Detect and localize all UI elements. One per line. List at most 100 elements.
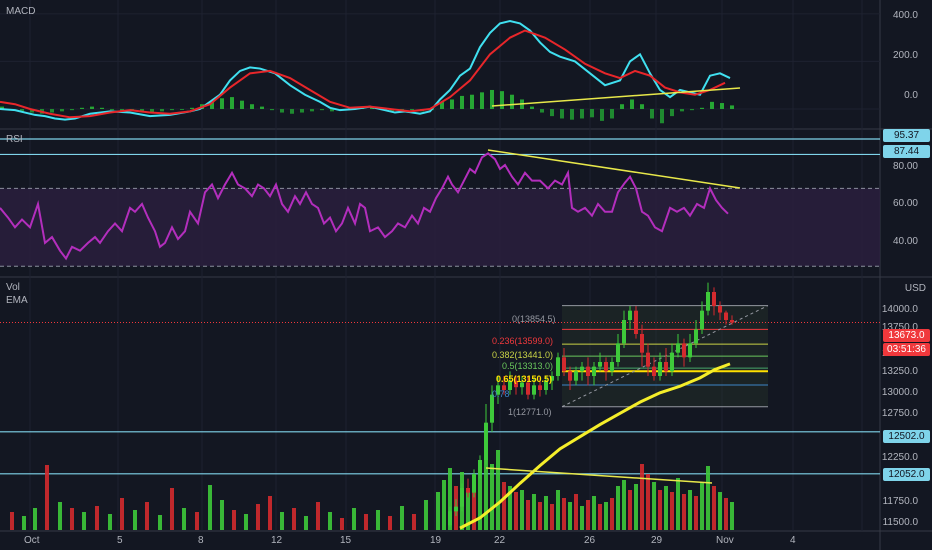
candle-body (454, 506, 458, 512)
macd-histogram-bar (220, 98, 224, 109)
macd-histogram-bar (100, 107, 104, 109)
rsi-trendline (487, 149, 741, 189)
price-tick-11500: 11500.0 (882, 517, 918, 528)
volume-bar (538, 502, 542, 530)
last-price-tag: 13673.0 (883, 329, 930, 342)
candle-body (490, 394, 494, 423)
volume-bar (616, 486, 620, 530)
volume-bar (520, 490, 524, 530)
volume-bar (544, 496, 548, 530)
macd-histogram-bar (630, 99, 634, 109)
macd-histogram-bar (690, 108, 694, 111)
volume-bar (700, 482, 704, 530)
rsi-band-fill (0, 188, 880, 267)
date-tick-12: 12 (271, 535, 283, 546)
volume-bar (328, 512, 332, 530)
volume-bar (730, 502, 734, 530)
volume-bar (145, 502, 149, 530)
volume-bar (610, 498, 614, 530)
price-level-tag-12502: 12502.0 (883, 430, 930, 443)
macd-histogram-bar (490, 89, 494, 109)
macd-histogram-bar (280, 108, 284, 113)
price-tick-14000: 14000.0 (881, 304, 918, 315)
volume-bar (670, 492, 674, 530)
macd-histogram-bar (210, 101, 214, 109)
volume-bar (598, 504, 602, 530)
volume-bar (694, 496, 698, 530)
volume-bar (170, 488, 174, 530)
macd-histogram-bar (600, 108, 604, 121)
currency-label: USD (904, 283, 926, 294)
candle-body (598, 362, 602, 367)
volume-bar (490, 464, 494, 530)
volume-bar (568, 502, 572, 530)
fib-label-0: 0(13854.5) (512, 314, 556, 324)
price-tick-11750: 11750.0 (882, 496, 918, 507)
volume-bar (604, 502, 608, 530)
macd-histogram-bar (620, 104, 624, 109)
candle-body (688, 343, 692, 358)
candle-body (592, 366, 596, 376)
macd-histogram-bar (80, 107, 84, 109)
volume-bar (652, 482, 656, 530)
volume-bar (232, 510, 236, 530)
macd-histogram-bar (640, 104, 644, 109)
rsi-level-tag-95: 95.37 (883, 129, 930, 142)
macd-histogram-bar (580, 108, 584, 119)
volume-bar (682, 494, 686, 530)
macd-histogram-bar (450, 99, 454, 109)
macd-line (0, 19, 731, 121)
candle-body (556, 357, 560, 376)
candle-body (460, 488, 464, 507)
rsi-tick-40: 40.00 (892, 236, 918, 247)
volume-bar (364, 514, 368, 530)
volume-bar (292, 508, 296, 530)
volume-bar (688, 490, 692, 530)
candle-body (640, 334, 644, 353)
macd-histogram-bar (410, 108, 414, 111)
candle-body (652, 366, 656, 376)
macd-histogram-bar (540, 108, 544, 113)
volume-bar (352, 508, 356, 530)
volume-bar (556, 490, 560, 530)
macd-histogram-bar (660, 108, 664, 124)
macd-histogram-bar (610, 108, 614, 119)
candle-body (634, 310, 638, 334)
candle-body (646, 352, 650, 367)
volume-bar (502, 482, 506, 530)
volume-bar (664, 486, 668, 530)
volume-bar (95, 506, 99, 530)
macd-histogram-bar (560, 108, 564, 119)
volume-bar (304, 516, 308, 530)
candle-body (448, 511, 452, 526)
volume-bar (658, 490, 662, 530)
volume-pane-title: Vol (6, 282, 20, 293)
candle-body (568, 371, 572, 381)
rsi-tick-80: 80.00 (892, 161, 918, 172)
macd-histogram-bar (440, 101, 444, 109)
candle-body (610, 362, 614, 372)
volume-bar (208, 485, 212, 530)
candle-body (472, 474, 476, 493)
macd-histogram-bar (240, 100, 244, 109)
macd-tick-400: 400.0 (892, 10, 918, 21)
volume-bar (718, 492, 722, 530)
macd-histogram-bar (680, 108, 684, 112)
volume-bar (340, 518, 344, 530)
volume-bar (562, 498, 566, 530)
macd-histogram-bar (290, 108, 294, 114)
macd-histogram-bar (670, 108, 674, 117)
bar-countdown-tag: 03:51:36 (883, 343, 930, 356)
price-tick-13750: 13750.0 (881, 322, 918, 333)
volume-bar (496, 450, 500, 530)
candle-body (508, 380, 512, 390)
volume-bar (442, 480, 446, 530)
macd-histogram-bar (570, 108, 574, 120)
macd-histogram-bar (730, 105, 734, 109)
volume-bar (268, 496, 272, 530)
macd-histogram-bar (20, 108, 24, 112)
volume-bar (58, 502, 62, 530)
macd-histogram-bar (480, 92, 484, 109)
macd-tick-0: 0.0 (904, 90, 918, 101)
